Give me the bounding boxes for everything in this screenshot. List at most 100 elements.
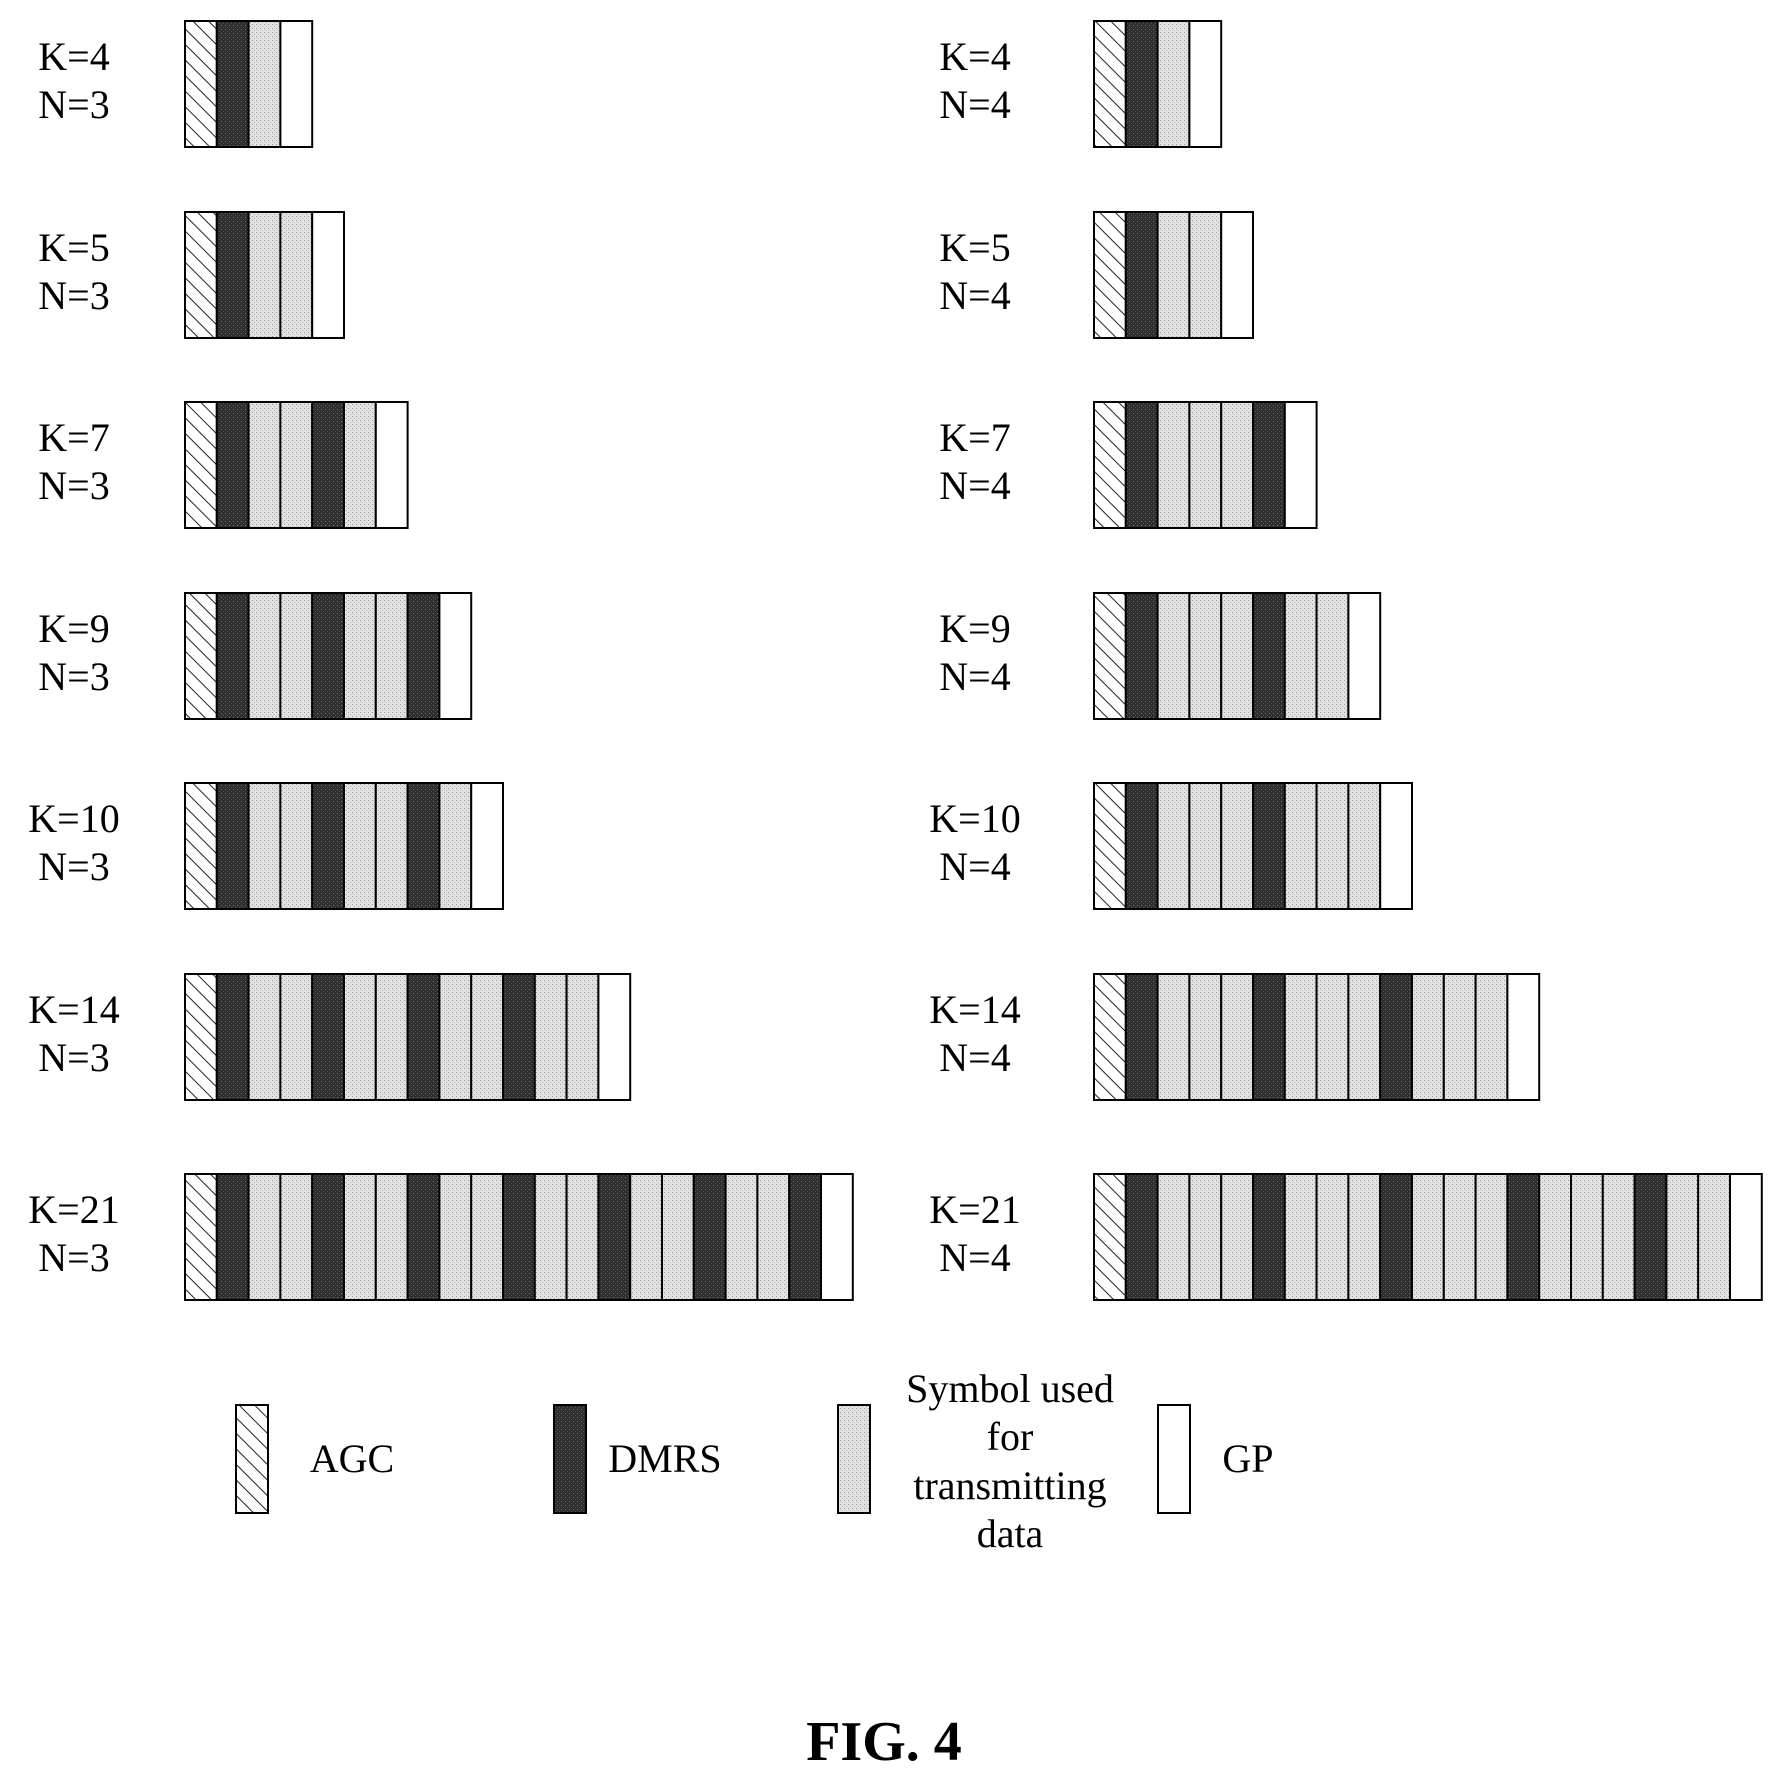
symbol-data — [1188, 211, 1223, 339]
symbol-data — [343, 973, 377, 1101]
symbol-gp — [1220, 211, 1254, 339]
symbol-agc — [184, 1173, 218, 1301]
symbol-data — [1665, 1173, 1700, 1301]
figure-label: FIG. 4 — [806, 1711, 962, 1770]
symbol-dmrs — [311, 592, 346, 720]
frame-row: K=21N=4 — [929, 1173, 1763, 1301]
symbol-data — [247, 20, 282, 148]
symbol-data — [279, 973, 314, 1101]
symbol-data — [1442, 973, 1477, 1101]
symbol-data — [1315, 592, 1350, 720]
symbol-data — [1156, 401, 1191, 529]
symbol-dmrs — [311, 401, 346, 529]
symbol-dmrs — [1633, 1173, 1668, 1301]
symbol-agc — [1093, 401, 1127, 529]
symbol-gp — [470, 782, 505, 910]
symbol-dmrs — [406, 973, 441, 1101]
symbol-data — [343, 401, 377, 529]
symbol-data — [1156, 20, 1191, 148]
symbol-data — [1188, 401, 1223, 529]
symbol-agc — [1093, 782, 1127, 910]
symbol-agc — [184, 20, 218, 148]
symbol-agc — [1093, 211, 1127, 339]
symbol-data — [438, 973, 473, 1101]
symbol-data — [1188, 973, 1223, 1101]
symbol-dmrs — [215, 782, 250, 910]
row-n-label: N=3 — [38, 82, 109, 127]
frame-row: K=5N=3 — [38, 211, 346, 339]
symbol-data — [1411, 973, 1445, 1101]
row-n-label: N=4 — [939, 1235, 1010, 1280]
symbol-dmrs — [311, 973, 346, 1101]
symbol-data — [661, 1173, 695, 1301]
frame-row: K=5N=4 — [939, 211, 1254, 339]
symbol-data — [343, 782, 377, 910]
symbol-agc — [1093, 973, 1127, 1101]
symbol-data — [1220, 592, 1254, 720]
symbol-data — [724, 1173, 759, 1301]
symbol-dmrs — [1124, 973, 1159, 1101]
symbol-data — [1411, 1173, 1445, 1301]
row-n-label: N=3 — [38, 463, 109, 508]
symbol-data — [756, 1173, 791, 1301]
symbol-data — [279, 211, 314, 339]
symbol-dmrs — [215, 401, 250, 529]
frame-row: K=4N=4 — [939, 20, 1223, 148]
symbol-data — [1538, 1173, 1572, 1301]
row-k-label: K=10 — [28, 796, 119, 841]
row-n-label: N=3 — [38, 273, 109, 318]
symbol-data — [1156, 211, 1191, 339]
frame-row: K=7N=3 — [38, 401, 409, 529]
row-k-label: K=14 — [929, 987, 1020, 1032]
symbol-data — [374, 1173, 409, 1301]
symbol-data — [1442, 1173, 1477, 1301]
symbol-agc — [184, 401, 218, 529]
row-k-label: K=4 — [939, 34, 1010, 79]
symbol-dmrs — [788, 1173, 823, 1301]
frame-row: K=14N=4 — [929, 973, 1541, 1101]
symbol-agc — [1093, 592, 1127, 720]
symbol-gp — [1506, 973, 1541, 1101]
row-n-label: N=4 — [939, 844, 1010, 889]
symbol-gp — [374, 401, 409, 529]
row-k-label: K=7 — [38, 415, 109, 460]
row-k-label: K=10 — [929, 796, 1020, 841]
frame-row: K=10N=4 — [929, 782, 1413, 910]
legend-agc-label: AGC — [310, 1436, 394, 1481]
frame-row: K=14N=3 — [28, 973, 632, 1101]
symbol-data — [1188, 782, 1223, 910]
symbol-data — [374, 592, 409, 720]
symbol-dmrs — [311, 1173, 346, 1301]
symbol-data — [247, 592, 282, 720]
legend-dmrs-label: DMRS — [608, 1436, 721, 1481]
symbol-gp — [311, 211, 346, 339]
symbol-data — [533, 1173, 568, 1301]
symbol-data — [1220, 401, 1254, 529]
symbol-dmrs — [1124, 20, 1159, 148]
symbol-data — [438, 1173, 473, 1301]
symbol-data — [1156, 782, 1191, 910]
symbol-data — [343, 592, 377, 720]
symbol-data — [470, 973, 505, 1101]
symbol-dmrs — [311, 782, 346, 910]
symbol-agc — [1093, 20, 1127, 148]
symbol-dmrs — [215, 1173, 250, 1301]
symbol-dmrs — [502, 973, 536, 1101]
symbol-dmrs — [1124, 401, 1159, 529]
symbol-dmrs — [1379, 973, 1413, 1101]
symbol-agc — [1093, 1173, 1127, 1301]
symbol-dmrs — [597, 1173, 632, 1301]
row-n-label: N=3 — [38, 844, 109, 889]
symbol-dmrs — [1252, 782, 1286, 910]
row-k-label: K=9 — [38, 606, 109, 651]
row-n-label: N=3 — [38, 654, 109, 699]
legend-data-label-line-1: Symbol used — [906, 1366, 1114, 1411]
row-k-label: K=21 — [28, 1187, 119, 1232]
symbol-data — [1315, 782, 1350, 910]
symbol-dmrs — [215, 20, 250, 148]
symbol-dmrs — [502, 1173, 536, 1301]
row-n-label: N=3 — [38, 1035, 109, 1080]
row-n-label: N=4 — [939, 1035, 1010, 1080]
symbol-data — [1347, 1173, 1382, 1301]
